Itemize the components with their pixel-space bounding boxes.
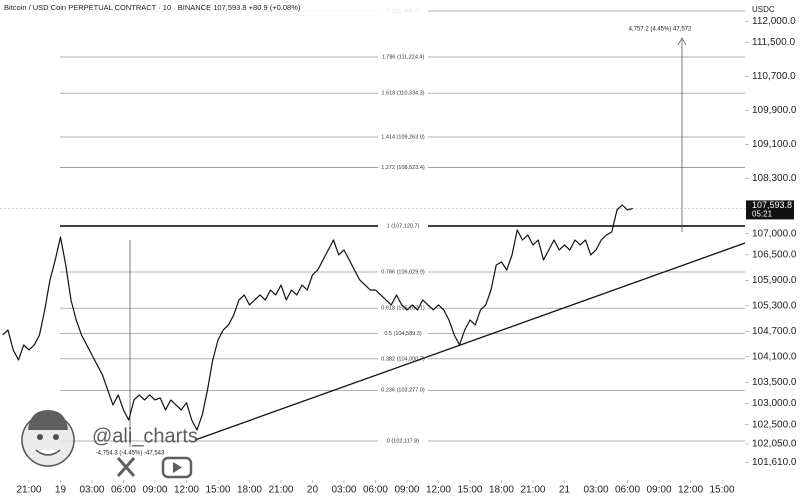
y-tick-label: 102,050.0 bbox=[752, 439, 797, 450]
y-tick-label: 105,300.0 bbox=[752, 300, 797, 311]
fib-label-bg bbox=[378, 163, 428, 172]
fib-label: 0.236 (103,277.0) bbox=[381, 388, 425, 394]
x-tick-label: 15:00 bbox=[205, 485, 230, 496]
y-tick-label: 101,610.0 bbox=[752, 457, 797, 468]
watermark-handle: @ali_charts bbox=[92, 425, 198, 447]
avatar-hair bbox=[28, 410, 68, 430]
y-tick-label: 109,900.0 bbox=[752, 105, 797, 116]
fib-label-bg bbox=[378, 53, 428, 62]
x-tick-label: 21:00 bbox=[520, 485, 545, 496]
y-tick-label: 107,000.0 bbox=[752, 228, 797, 239]
price-line bbox=[2, 204, 633, 431]
axes: 112,000.0 111,500.0 110,700.0 109,900.0 109,… bbox=[16, 14, 800, 496]
y-tick-label: 102,500.0 bbox=[752, 419, 797, 430]
fib-label-bg bbox=[378, 304, 428, 313]
x-tick-label: 21 bbox=[559, 485, 571, 496]
y-tick-label: 112,000.0 bbox=[752, 16, 796, 27]
countdown-label: 05:21 bbox=[752, 210, 773, 219]
x-tick-label: 18:00 bbox=[237, 485, 262, 496]
avatar-eye bbox=[53, 434, 59, 440]
y-tick-label: 103,500.0 bbox=[752, 377, 797, 388]
x-tick-label: 06:00 bbox=[615, 485, 640, 496]
y-tick-label: 106,500.0 bbox=[752, 250, 797, 261]
measure-label: 4,757.2 (4.45%) 47,572 bbox=[629, 27, 692, 33]
measure-label: -4,754.3 (-4.45%) -47,543 bbox=[96, 451, 165, 457]
plot bbox=[0, 204, 745, 431]
fib-label: 0.786 (106,029.9) bbox=[381, 269, 425, 275]
x-tick-label: 15:00 bbox=[457, 485, 482, 496]
x-tick-label: 06:00 bbox=[363, 485, 388, 496]
fib-label: 1 (107,120.7) bbox=[387, 223, 420, 229]
currency-label: USDC bbox=[752, 5, 775, 14]
fib-label: 1.618 (110,334.3) bbox=[381, 91, 424, 97]
fib-label: 0.618 (105,167.1) bbox=[381, 306, 425, 312]
x-icon bbox=[116, 457, 136, 477]
fib-label-bg bbox=[378, 132, 428, 141]
x-tick-label: 06:00 bbox=[111, 485, 136, 496]
x-tick-label: 12:00 bbox=[174, 485, 199, 496]
fib-label-bg bbox=[378, 437, 428, 445]
last-price-tag bbox=[746, 200, 794, 220]
x-tick-label: 15:00 bbox=[709, 485, 734, 496]
youtube-play bbox=[173, 462, 182, 473]
avatar-smile bbox=[35, 449, 61, 456]
x-tick-label: 09:00 bbox=[646, 485, 671, 496]
fib-label: 0.382 (104,000.7) bbox=[381, 356, 425, 362]
fib-label: 0.5 (104,589.3) bbox=[384, 331, 421, 337]
title-bg bbox=[0, 0, 420, 14]
x-tick-label: 21:00 bbox=[16, 485, 41, 496]
x-tick-label: 12:00 bbox=[678, 485, 703, 496]
x-tick-label: 21:00 bbox=[268, 485, 293, 496]
y-tick-label: 111,500.0 bbox=[752, 37, 795, 48]
fib-group: 2 (112,968.7)1.786 (111,224.4)1.618 (110… bbox=[60, 7, 745, 445]
x-tick-label: 03:00 bbox=[331, 485, 356, 496]
trendline bbox=[194, 242, 746, 441]
y-tick-label: 110,700.0 bbox=[752, 71, 796, 82]
measure-arrow bbox=[677, 37, 687, 46]
y-tick-label: 104,100.0 bbox=[752, 351, 797, 362]
x-tick-label: 09:00 bbox=[394, 485, 419, 496]
y-tick-label: 105,900.0 bbox=[752, 275, 797, 286]
fib-label-bg bbox=[378, 329, 428, 338]
x-tick-label: 09:00 bbox=[142, 485, 167, 496]
fib-label: 0 (102,117.8) bbox=[387, 438, 419, 444]
fib-label-bg bbox=[378, 268, 428, 277]
watermark: @ali_charts bbox=[21, 410, 198, 479]
fib-label-bg bbox=[378, 354, 428, 363]
x-tick-label: 19 bbox=[55, 485, 67, 496]
x-tick-label: 03:00 bbox=[79, 485, 104, 496]
last-price-label: 107,593.8 bbox=[752, 200, 792, 210]
y-axis-bg bbox=[746, 14, 800, 480]
y-tick-label: 104,700.0 bbox=[752, 326, 797, 337]
chart-title: Bitcoin / USD Coin PERPETUAL CONTRACT · … bbox=[4, 3, 301, 12]
fib-label: 1.272 (108,523.4) bbox=[381, 165, 425, 171]
youtube-icon bbox=[161, 456, 193, 479]
x-tick-label: 18:00 bbox=[489, 485, 514, 496]
x-tick-label: 12:00 bbox=[426, 485, 451, 496]
fib-label: 1.786 (111,224.4) bbox=[382, 54, 425, 60]
fib-label-bg bbox=[378, 386, 428, 395]
y-tick-label: 108,300.0 bbox=[752, 173, 797, 184]
fib-label-bg bbox=[378, 89, 428, 98]
fib-label: 1.414 (109,263.0) bbox=[381, 134, 425, 140]
avatar-eye bbox=[37, 434, 43, 440]
y-tick-label: 109,100.0 bbox=[752, 139, 797, 150]
x-tick-label: 03:00 bbox=[583, 485, 608, 496]
y-tick-label: 103,000.0 bbox=[752, 398, 797, 409]
fib-label-bg bbox=[378, 222, 428, 230]
x-tick-label: 20 bbox=[307, 485, 319, 496]
